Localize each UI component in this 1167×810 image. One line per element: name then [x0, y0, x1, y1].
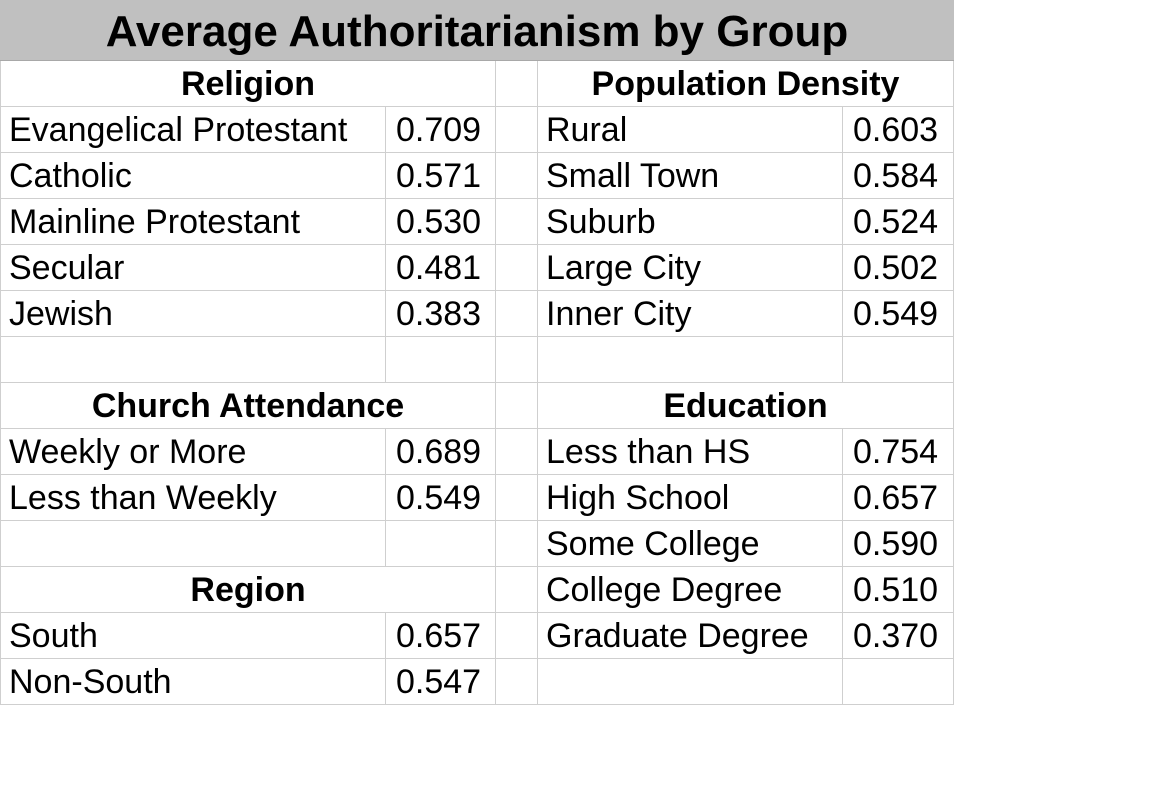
row-label[interactable]: Less than HS: [538, 429, 843, 475]
empty-cell[interactable]: [0, 337, 386, 383]
row-label[interactable]: Evangelical Protestant: [0, 107, 386, 153]
row-label[interactable]: South: [0, 613, 386, 659]
row-value[interactable]: 0.481: [386, 245, 496, 291]
row-value[interactable]: 0.524: [843, 199, 954, 245]
empty-cell[interactable]: [496, 383, 538, 429]
row-label[interactable]: Suburb: [538, 199, 843, 245]
row-label[interactable]: Inner City: [538, 291, 843, 337]
row-label[interactable]: Catholic: [0, 153, 386, 199]
group-header[interactable]: Region: [0, 567, 496, 613]
row-value[interactable]: 0.549: [386, 475, 496, 521]
empty-cell[interactable]: [496, 567, 538, 613]
empty-cell[interactable]: [496, 613, 538, 659]
row-value[interactable]: 0.603: [843, 107, 954, 153]
row-value[interactable]: 0.754: [843, 429, 954, 475]
empty-cell[interactable]: [496, 521, 538, 567]
row-label[interactable]: Large City: [538, 245, 843, 291]
row-value[interactable]: 0.530: [386, 199, 496, 245]
row-label[interactable]: Mainline Protestant: [0, 199, 386, 245]
row-value[interactable]: 0.584: [843, 153, 954, 199]
empty-cell[interactable]: [496, 199, 538, 245]
row-value[interactable]: 0.689: [386, 429, 496, 475]
row-value[interactable]: 0.709: [386, 107, 496, 153]
row-label[interactable]: Some College: [538, 521, 843, 567]
row-label[interactable]: Jewish: [0, 291, 386, 337]
empty-cell[interactable]: [496, 61, 538, 107]
row-label[interactable]: Less than Weekly: [0, 475, 386, 521]
empty-cell[interactable]: [386, 521, 496, 567]
row-value[interactable]: 0.549: [843, 291, 954, 337]
empty-cell[interactable]: [538, 659, 843, 705]
group-header[interactable]: Education: [538, 383, 954, 429]
empty-cell[interactable]: [496, 429, 538, 475]
row-value[interactable]: 0.590: [843, 521, 954, 567]
row-value[interactable]: 0.657: [843, 475, 954, 521]
row-value[interactable]: 0.571: [386, 153, 496, 199]
row-label[interactable]: High School: [538, 475, 843, 521]
row-label[interactable]: Rural: [538, 107, 843, 153]
empty-cell[interactable]: [496, 245, 538, 291]
empty-cell[interactable]: [496, 475, 538, 521]
empty-cell[interactable]: [0, 521, 386, 567]
row-label[interactable]: College Degree: [538, 567, 843, 613]
empty-cell[interactable]: [386, 337, 496, 383]
group-header[interactable]: Population Density: [538, 61, 954, 107]
row-label[interactable]: Weekly or More: [0, 429, 386, 475]
empty-cell[interactable]: [496, 659, 538, 705]
row-value[interactable]: 0.510: [843, 567, 954, 613]
empty-cell[interactable]: [496, 337, 538, 383]
empty-cell[interactable]: [843, 659, 954, 705]
row-value[interactable]: 0.370: [843, 613, 954, 659]
row-value[interactable]: 0.547: [386, 659, 496, 705]
empty-cell[interactable]: [496, 153, 538, 199]
empty-cell[interactable]: [843, 337, 954, 383]
row-label[interactable]: Non-South: [0, 659, 386, 705]
table-title: Average Authoritarianism by Group: [0, 0, 954, 61]
row-value[interactable]: 0.383: [386, 291, 496, 337]
row-label[interactable]: Secular: [0, 245, 386, 291]
group-header[interactable]: Church Attendance: [0, 383, 496, 429]
empty-cell[interactable]: [496, 291, 538, 337]
empty-cell[interactable]: [496, 107, 538, 153]
group-header[interactable]: Religion: [0, 61, 496, 107]
row-label[interactable]: Graduate Degree: [538, 613, 843, 659]
empty-cell[interactable]: [538, 337, 843, 383]
row-value[interactable]: 0.657: [386, 613, 496, 659]
row-value[interactable]: 0.502: [843, 245, 954, 291]
row-label[interactable]: Small Town: [538, 153, 843, 199]
